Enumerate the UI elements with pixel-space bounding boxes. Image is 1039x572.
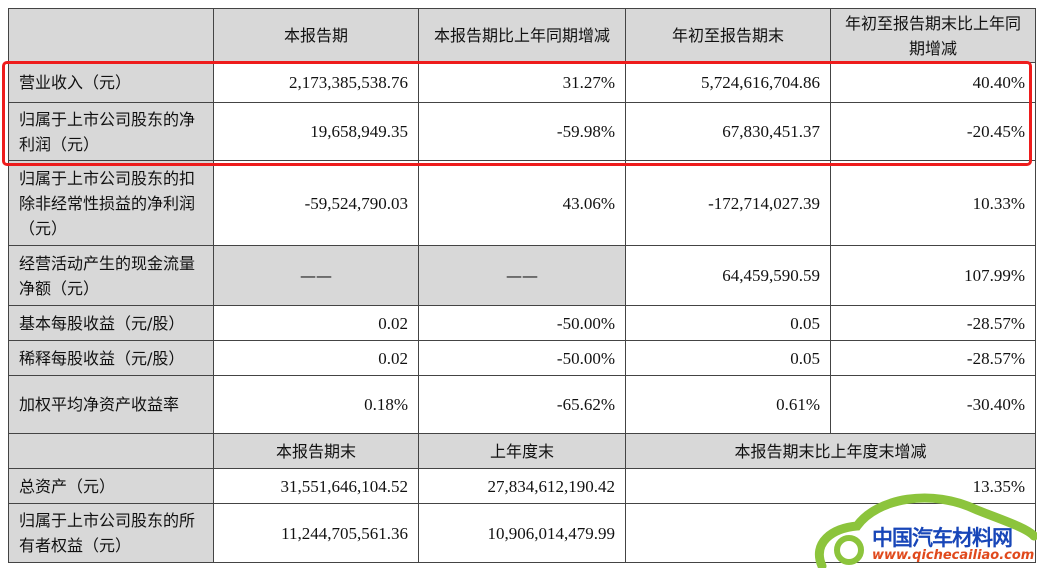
header2-change: 本报告期末比上年度末增减 (625, 433, 1036, 469)
row-label: 基本每股收益（元/股） (8, 305, 214, 341)
row-label: 总资产（元） (8, 468, 214, 504)
cell-value: 19,658,949.35 (213, 102, 419, 161)
cell-value: 10.33% (830, 160, 1036, 246)
cell-value: 2,173,385,538.76 (213, 62, 419, 103)
table-row: 归属于上市公司股东的净利润（元） 19,658,949.35 -59.98% 6… (8, 102, 1036, 161)
table-row: 归属于上市公司股东的所有者权益（元） 11,244,705,561.36 10,… (8, 503, 1036, 563)
highlight-box (2, 61, 1032, 166)
table-row: 基本每股收益（元/股） 0.02 -50.00% 0.05 -28.57% (8, 305, 1036, 341)
header-ytd-yoy: 年初至报告期末比上年同期增减 (830, 8, 1036, 63)
cell-not-applicable: —— (418, 245, 626, 306)
cell-value: 10,906,014,479.99 (418, 503, 626, 563)
header-current-period: 本报告期 (213, 8, 419, 63)
header-ytd: 年初至报告期末 (625, 8, 831, 63)
row-label: 归属于上市公司股东的净利润（元） (8, 102, 214, 161)
table-row: 稀释每股收益（元/股） 0.02 -50.00% 0.05 -28.57% (8, 340, 1036, 376)
cell-value: 0.18% (213, 375, 419, 434)
cell-value: 31,551,646,104.52 (213, 468, 419, 504)
cell-value: 0.05 (625, 340, 831, 376)
watermark-text: 中国汽车材料网 (872, 526, 1013, 550)
header-current-period-yoy: 本报告期比上年同期增减 (418, 8, 626, 63)
cell-value: -50.00% (418, 340, 626, 376)
header2-prior-year-end: 上年度末 (418, 433, 626, 469)
table-header-row-2: 本报告期末 上年度末 本报告期末比上年度末增减 (8, 433, 1036, 469)
header-blank (8, 8, 214, 63)
cell-value: -28.57% (830, 340, 1036, 376)
cell-value: -59.98% (418, 102, 626, 161)
cell-value: 107.99% (830, 245, 1036, 306)
cell-value: 43.06% (418, 160, 626, 246)
row-label: 归属于上市公司股东的所有者权益（元） (8, 503, 214, 563)
table-row: 加权平均净资产收益率 0.18% -65.62% 0.61% -30.40% (8, 375, 1036, 434)
table-header-row: 本报告期 本报告期比上年同期增减 年初至报告期末 年初至报告期末比上年同期增减 (8, 8, 1036, 63)
row-label: 加权平均净资产收益率 (8, 375, 214, 434)
watermark-url: www.qichecailiao.com (872, 548, 1035, 563)
cell-value: -28.57% (830, 305, 1036, 341)
row-label: 经营活动产生的现金流量净额（元） (8, 245, 214, 306)
cell-value: -59,524,790.03 (213, 160, 419, 246)
cell-value: 0.02 (213, 340, 419, 376)
row-label: 营业收入（元） (8, 62, 214, 103)
cell-value: -50.00% (418, 305, 626, 341)
header2-blank (8, 433, 214, 469)
financial-data-table: 本报告期 本报告期比上年同期增减 年初至报告期末 年初至报告期末比上年同期增减 … (8, 8, 1036, 563)
cell-value: 0.05 (625, 305, 831, 341)
header2-period-end: 本报告期末 (213, 433, 419, 469)
table-row: 经营活动产生的现金流量净额（元） —— —— 64,459,590.59 107… (8, 245, 1036, 306)
cell-value: 5,724,616,704.86 (625, 62, 831, 103)
table-row: 归属于上市公司股东的扣除非经常性损益的净利润（元） -59,524,790.03… (8, 160, 1036, 246)
cell-value: -172,714,027.39 (625, 160, 831, 246)
row-label: 归属于上市公司股东的扣除非经常性损益的净利润（元） (8, 160, 214, 246)
row-label: 稀释每股收益（元/股） (8, 340, 214, 376)
table-row: 总资产（元） 31,551,646,104.52 27,834,612,190.… (8, 468, 1036, 504)
cell-not-applicable: —— (213, 245, 419, 306)
cell-value: 67,830,451.37 (625, 102, 831, 161)
cell-value: 0.02 (213, 305, 419, 341)
cell-value: 27,834,612,190.42 (418, 468, 626, 504)
cell-value: 64,459,590.59 (625, 245, 831, 306)
cell-value: -65.62% (418, 375, 626, 434)
cell-value: 11,244,705,561.36 (213, 503, 419, 563)
cell-value: 0.61% (625, 375, 831, 434)
watermark-logo-icon (815, 493, 1037, 568)
cell-value: -30.40% (830, 375, 1036, 434)
cell-value: -20.45% (830, 102, 1036, 161)
